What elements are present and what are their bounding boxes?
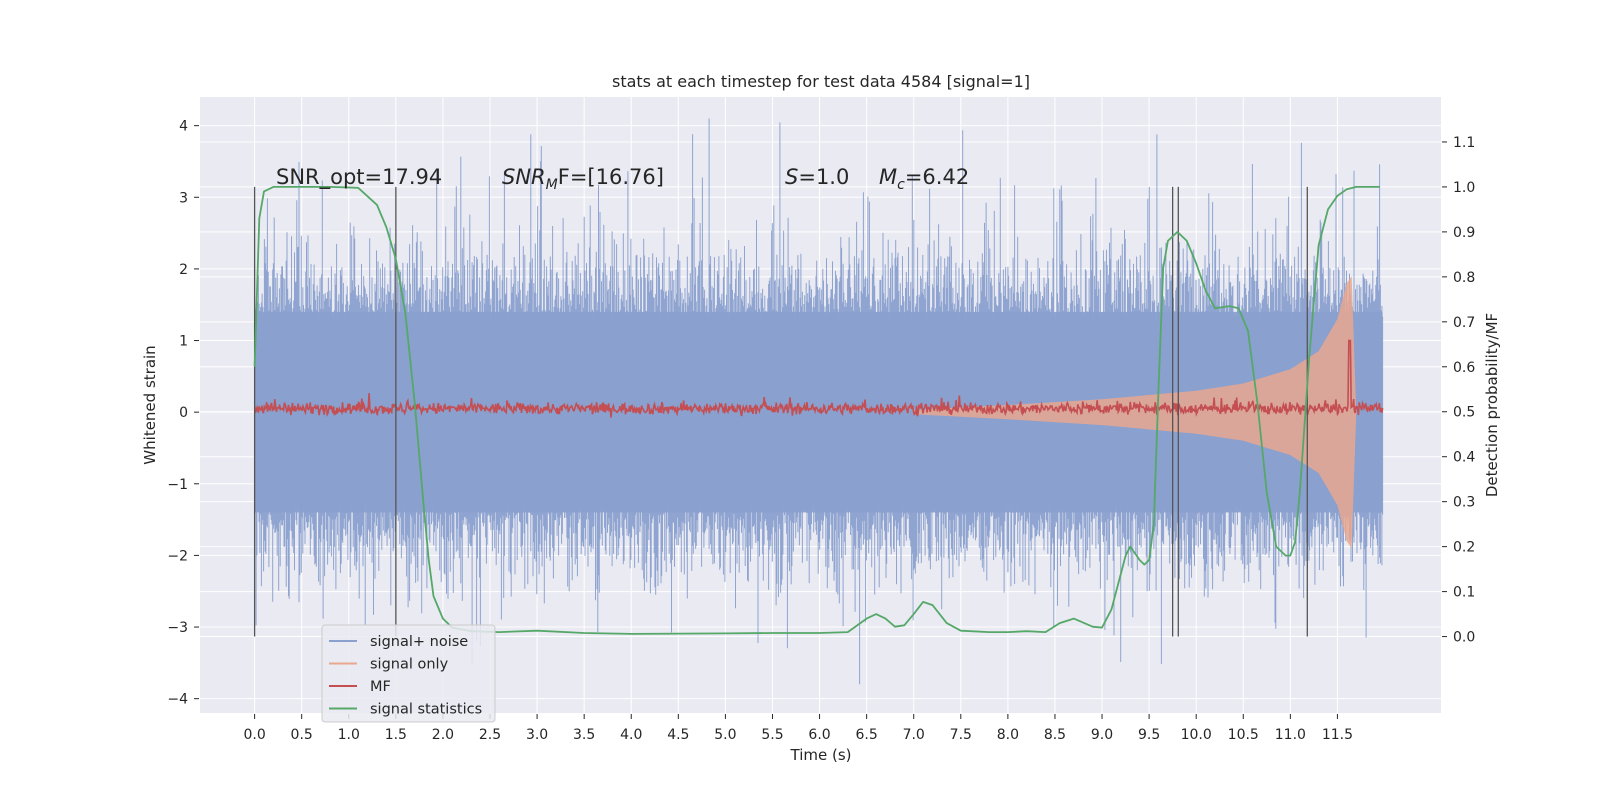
y2-tick-label: 0.7: [1453, 315, 1475, 331]
x-tick-label: 11.0: [1275, 727, 1306, 743]
x-tick-label: 9.0: [1091, 727, 1113, 743]
annotation-mc-tail: =6.42: [905, 165, 969, 189]
y2-tick-label: 0.0: [1453, 630, 1475, 646]
y-tick-label: −1: [167, 477, 188, 493]
y-axis-label: Whitened strain: [141, 345, 159, 464]
legend-box: [321, 624, 496, 723]
series-mf: [254, 339, 1384, 418]
legend-label: signal statistics: [370, 702, 482, 718]
legend-label: signal only: [370, 657, 449, 673]
y-tick-label: 0: [179, 405, 188, 421]
annotations: SNR_opt=17.94 SNRMF=[16.76] S=1.0 Mc=6.4…: [276, 165, 969, 193]
y-tick-label: 1: [179, 334, 188, 350]
annotation-snr-mf: SNRMF=[16.76]: [502, 165, 664, 193]
y2-tick-label: 0.6: [1453, 360, 1475, 376]
x-tick-label: 5.0: [714, 727, 736, 743]
x-tick-label: 2.5: [479, 727, 501, 743]
y2-tick-label: 0.9: [1453, 225, 1475, 241]
x-tick-label: 6.5: [856, 727, 878, 743]
y2-axis-ticks: 1.1 1.0 0.9 0.8 0.7 0.6 0.5 0.4 0.3 0.2 0.1 0.0: [1442, 135, 1475, 646]
y-tick-label: 4: [179, 119, 188, 135]
x-tick-label: 4.5: [667, 727, 689, 743]
annotation-mc-main: M: [879, 165, 897, 189]
annotation-snr-opt: SNR_opt=17.94: [276, 165, 442, 190]
chart-title: stats at each timestep for test data 458…: [612, 72, 1030, 91]
y-tick-label: −2: [167, 548, 188, 564]
x-tick-label: 8.0: [997, 727, 1019, 743]
x-tick-label: 1.0: [338, 727, 360, 743]
y2-tick-label: 0.3: [1453, 495, 1475, 511]
x-tick-label: 9.5: [1138, 727, 1160, 743]
x-tick-label: 2.0: [432, 727, 454, 743]
legend-label: signal+ noise: [370, 634, 468, 650]
y2-tick-label: 0.4: [1453, 450, 1475, 466]
annotation-mc: Mc=6.42: [879, 165, 969, 193]
legend: signal+ noise signal only MF signal statist…: [321, 624, 496, 723]
annotation-snr-mf-tail: F=[16.76]: [558, 165, 664, 189]
x-axis-label: Time (s): [790, 746, 852, 764]
x-axis-ticks: 0.0 0.5 1.0 1.5 2.0 2.5 3.0 3.5 4.0 4.5 5.0 5.5 6.0 6…: [243, 714, 1353, 743]
y2-tick-label: 0.2: [1453, 540, 1475, 556]
annotation-snr-mf-main: SNR: [502, 165, 546, 189]
annotation-s: S=1.0: [785, 165, 849, 189]
annotation-snr-mf-sub: M: [546, 177, 558, 193]
chirp-envelope: [913, 276, 1357, 549]
series-signal-only: [913, 276, 1357, 549]
x-tick-label: 11.5: [1322, 727, 1353, 743]
y-axis-ticks: 4 3 2 1 0 −1 −2 −3 −4: [167, 119, 199, 708]
statistics-line: [253, 186, 1380, 635]
y-tick-label: 3: [179, 190, 188, 206]
mf-line: [254, 339, 1384, 418]
y2-tick-label: 0.1: [1453, 585, 1475, 601]
annotation-s-tail: =1.0: [798, 165, 849, 189]
x-tick-label: 1.5: [385, 727, 407, 743]
y-tick-label: 2: [179, 262, 188, 278]
y2-tick-label: 1.1: [1453, 135, 1475, 151]
x-tick-label: 10.0: [1181, 727, 1212, 743]
x-tick-label: 0.5: [291, 727, 313, 743]
y2-tick-label: 0.8: [1453, 270, 1475, 286]
x-tick-label: 10.5: [1228, 727, 1259, 743]
x-tick-label: 5.5: [761, 727, 783, 743]
x-tick-label: 3.5: [573, 727, 595, 743]
y2-tick-label: 1.0: [1453, 180, 1475, 196]
y-tick-label: −3: [167, 620, 188, 636]
series-signal-statistics: [253, 186, 1380, 635]
y-tick-label: −4: [167, 692, 188, 708]
x-tick-label: 0.0: [243, 727, 265, 743]
y2-axis-label: Detection probability/MF: [1483, 313, 1501, 497]
x-tick-label: 6.0: [808, 727, 830, 743]
x-tick-label: 4.0: [620, 727, 642, 743]
x-tick-label: 3.0: [526, 727, 548, 743]
annotation-s-main: S: [785, 165, 798, 189]
x-tick-label: 8.5: [1044, 727, 1066, 743]
plot-content: [253, 118, 1384, 685]
y2-tick-label: 0.5: [1453, 405, 1475, 421]
x-tick-label: 7.5: [950, 727, 972, 743]
legend-label: MF: [370, 679, 391, 695]
annotation-mc-sub: c: [897, 177, 905, 193]
x-tick-label: 7.0: [903, 727, 925, 743]
